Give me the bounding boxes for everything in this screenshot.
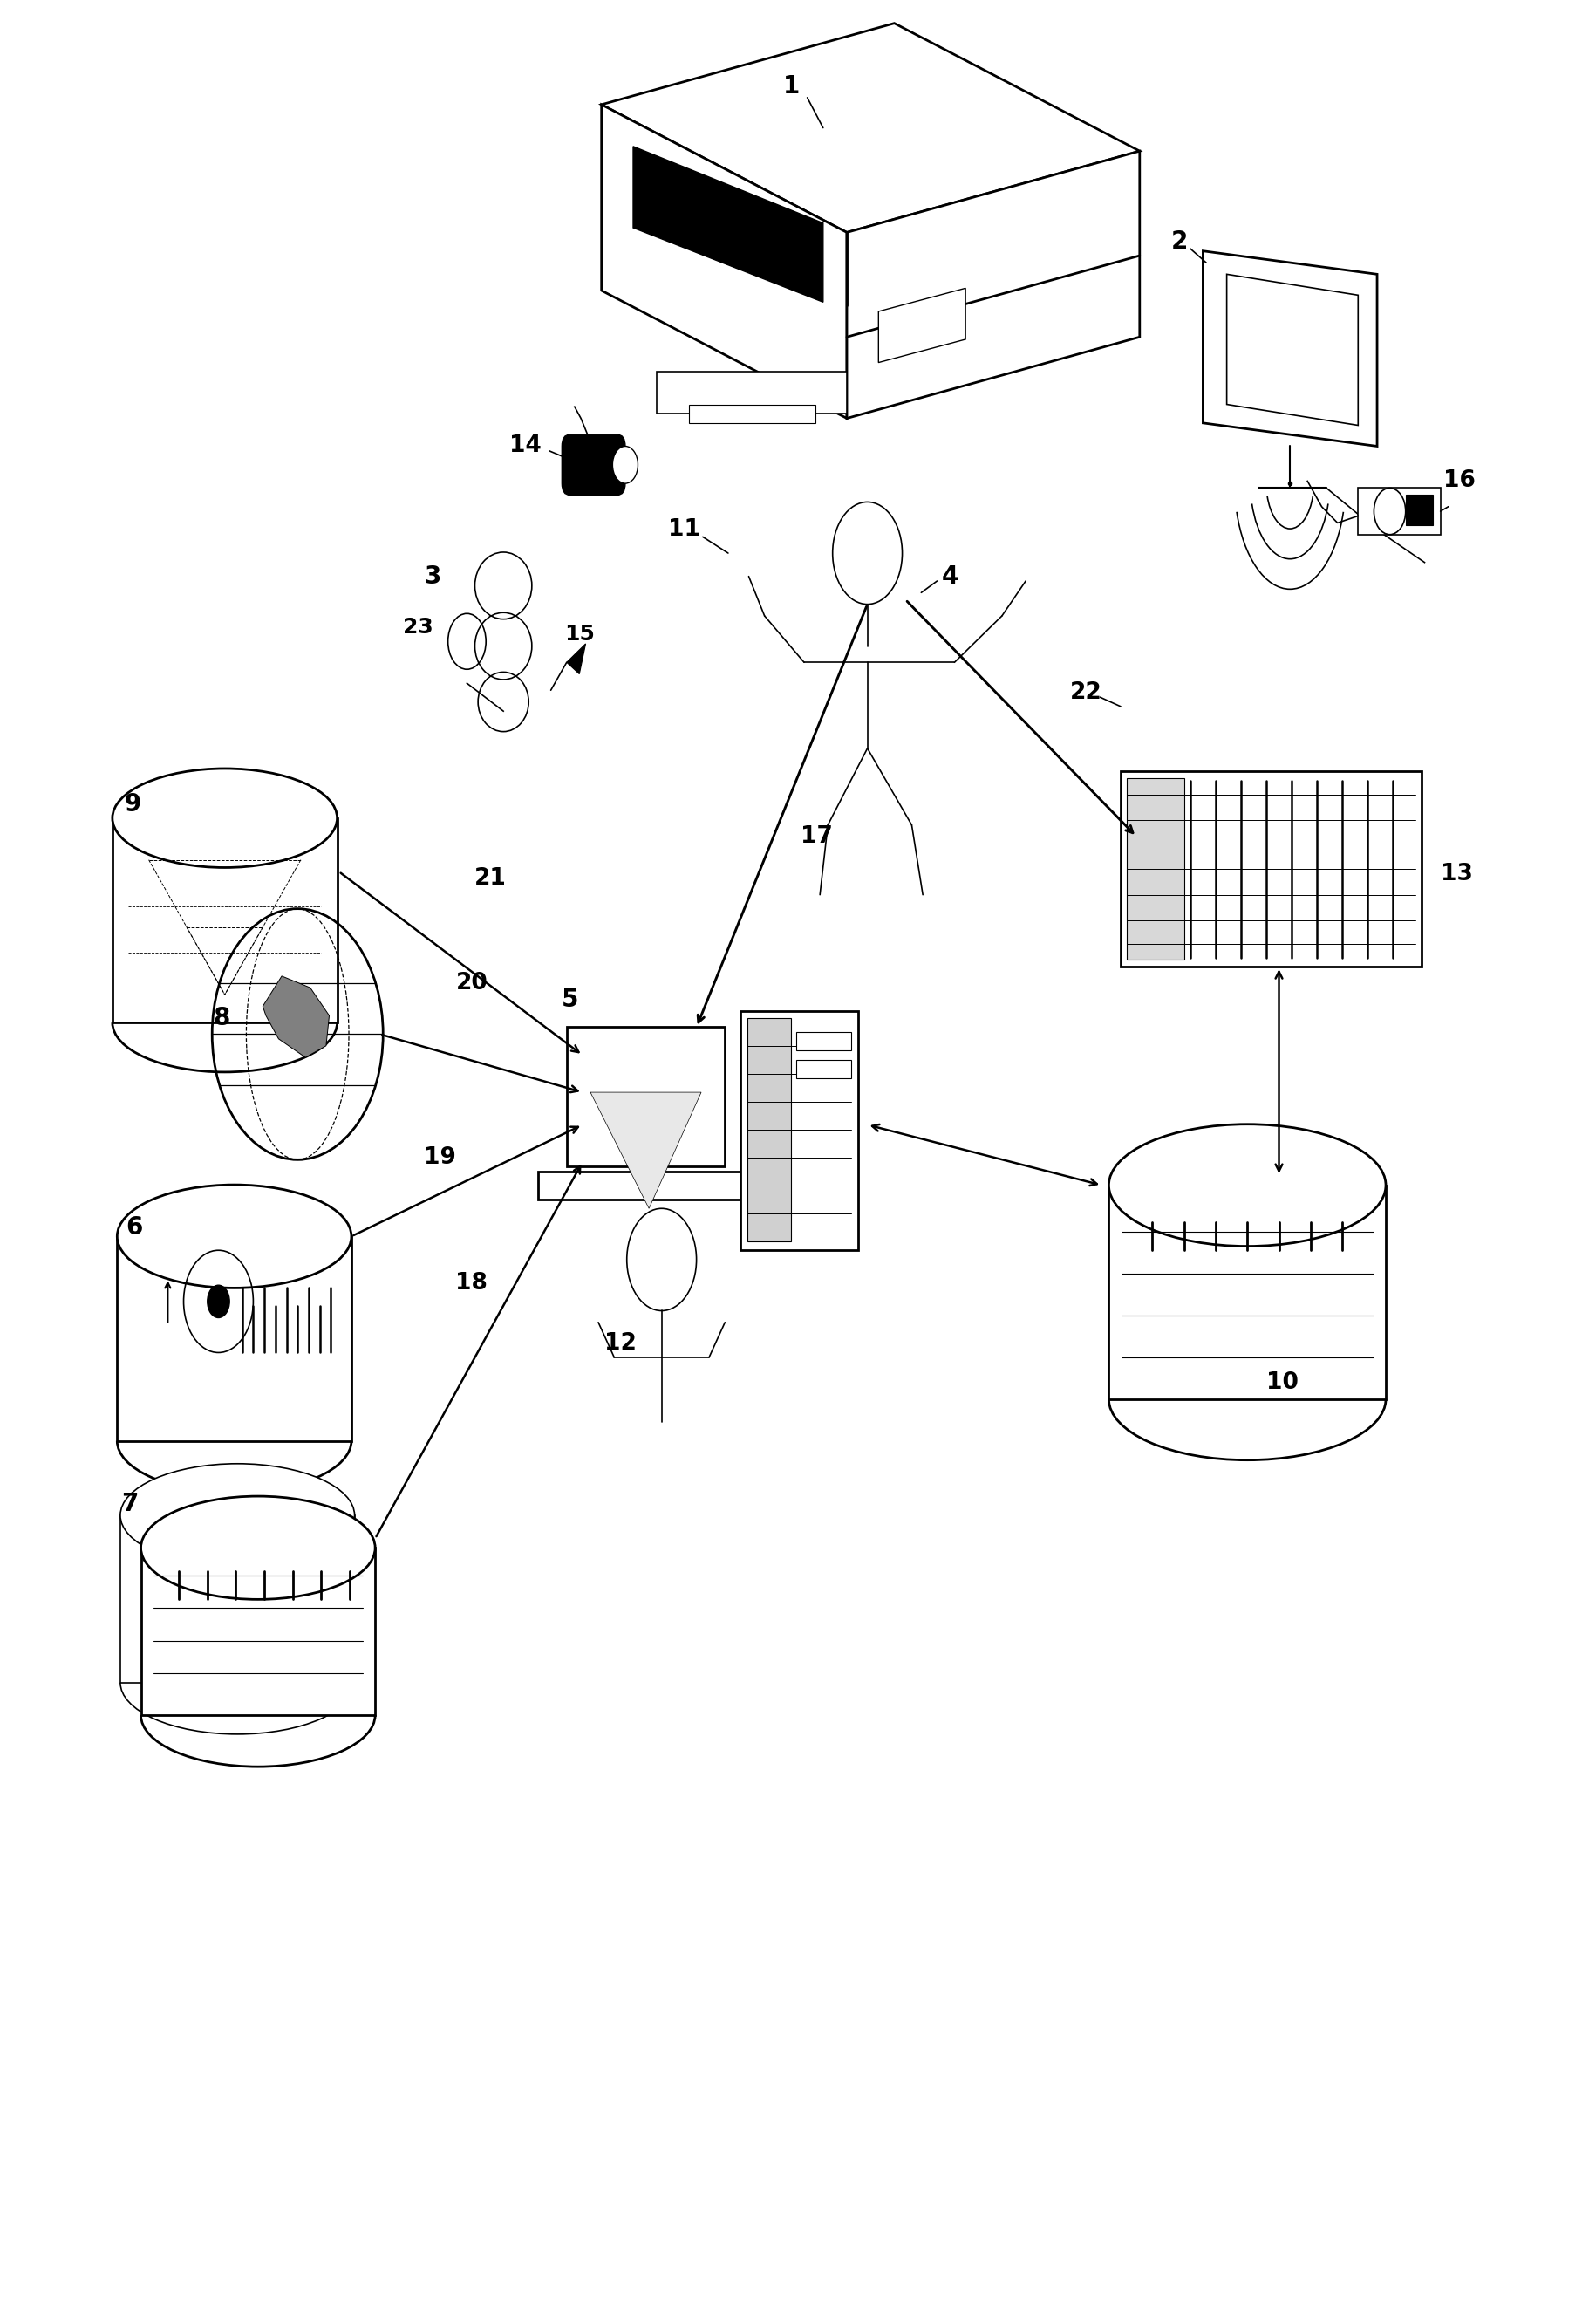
Ellipse shape: [120, 1464, 354, 1566]
FancyBboxPatch shape: [562, 435, 625, 495]
Polygon shape: [117, 1236, 351, 1441]
Polygon shape: [1107, 1185, 1386, 1399]
Ellipse shape: [1107, 1125, 1386, 1246]
Text: 4: 4: [941, 565, 957, 588]
Text: 9: 9: [125, 792, 141, 816]
Text: 19: 19: [424, 1146, 456, 1169]
Polygon shape: [120, 1515, 354, 1683]
Ellipse shape: [141, 1497, 375, 1599]
Polygon shape: [688, 404, 815, 423]
Text: 10: 10: [1266, 1371, 1297, 1394]
Polygon shape: [1202, 251, 1376, 446]
Polygon shape: [112, 818, 337, 1023]
Polygon shape: [1405, 495, 1432, 525]
Polygon shape: [657, 372, 846, 414]
Polygon shape: [633, 146, 823, 302]
Text: 3: 3: [424, 565, 440, 588]
Text: 21: 21: [475, 867, 506, 890]
Polygon shape: [747, 1018, 791, 1241]
Text: 18: 18: [456, 1271, 487, 1294]
Polygon shape: [1357, 488, 1440, 535]
Text: 17: 17: [800, 825, 832, 848]
Text: 8: 8: [214, 1006, 229, 1030]
Circle shape: [207, 1285, 229, 1318]
Text: 2: 2: [1171, 230, 1186, 253]
Text: 15: 15: [563, 623, 595, 646]
Polygon shape: [796, 1032, 851, 1050]
Text: 12: 12: [604, 1332, 636, 1355]
Polygon shape: [601, 105, 846, 418]
Polygon shape: [141, 1548, 375, 1715]
Text: 6: 6: [127, 1215, 142, 1239]
Ellipse shape: [117, 1185, 351, 1287]
Polygon shape: [1120, 772, 1421, 967]
Text: 16: 16: [1443, 469, 1474, 493]
Text: 7: 7: [122, 1492, 138, 1515]
Text: 23: 23: [402, 616, 433, 639]
Text: 11: 11: [668, 518, 699, 541]
Text: 20: 20: [456, 971, 487, 995]
Polygon shape: [566, 1027, 725, 1167]
Polygon shape: [566, 644, 585, 674]
Polygon shape: [796, 1060, 851, 1078]
Circle shape: [612, 446, 638, 483]
Polygon shape: [740, 1011, 857, 1250]
Polygon shape: [1226, 274, 1357, 425]
Polygon shape: [846, 151, 1139, 418]
Polygon shape: [1126, 779, 1183, 960]
Ellipse shape: [112, 769, 337, 867]
Polygon shape: [601, 23, 1139, 232]
Text: 5: 5: [562, 988, 577, 1011]
Polygon shape: [590, 1092, 701, 1208]
Text: 22: 22: [1069, 681, 1101, 704]
Polygon shape: [263, 976, 329, 1057]
Polygon shape: [878, 288, 965, 363]
Text: 13: 13: [1440, 862, 1471, 885]
Polygon shape: [538, 1171, 751, 1199]
Text: 1: 1: [783, 74, 799, 98]
Text: 14: 14: [509, 435, 541, 458]
